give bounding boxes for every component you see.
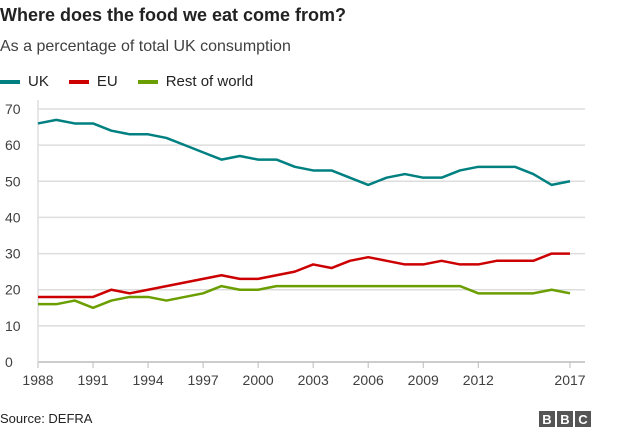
y-tick-label: 30 bbox=[5, 246, 21, 262]
x-tick-label: 2012 bbox=[463, 372, 494, 388]
y-tick-label: 10 bbox=[5, 318, 21, 334]
x-tick-label: 1988 bbox=[22, 372, 53, 388]
chart-subtitle: As a percentage of total UK consumption bbox=[0, 38, 291, 55]
legend-item-uk: UK bbox=[0, 73, 49, 90]
legend-swatch bbox=[137, 79, 158, 84]
legend-item-rest-of-world: Rest of world bbox=[137, 73, 254, 90]
chart-title: Where does the food we eat come from? bbox=[0, 5, 347, 25]
x-tick-label: 2006 bbox=[353, 372, 384, 388]
x-tick-label: 2000 bbox=[243, 372, 274, 388]
y-tick-label: 60 bbox=[5, 137, 21, 153]
legend-swatch bbox=[68, 79, 89, 84]
y-tick-label: 0 bbox=[5, 354, 13, 370]
legend-label: UK bbox=[28, 73, 49, 90]
x-tick-label: 2009 bbox=[408, 372, 439, 388]
series-line-rest-of-world bbox=[38, 284, 571, 310]
x-tick-label: 1994 bbox=[132, 372, 163, 388]
logo-letter: B bbox=[539, 411, 555, 427]
legend-item-eu: EU bbox=[68, 73, 118, 90]
legend-label: EU bbox=[96, 73, 118, 90]
y-tick-label: 70 bbox=[5, 101, 21, 117]
y-tick-label: 50 bbox=[5, 173, 21, 189]
legend-swatch bbox=[0, 79, 20, 84]
y-tick-label: 20 bbox=[5, 282, 21, 298]
x-tick-label: 2003 bbox=[298, 372, 329, 388]
source-note: Source: DEFRA bbox=[0, 411, 93, 426]
legend: UK EU Rest of world bbox=[0, 73, 253, 90]
x-tick-label: 2017 bbox=[554, 372, 585, 388]
x-tick-label: 1991 bbox=[77, 372, 108, 388]
y-tick-label: 40 bbox=[5, 209, 21, 225]
legend-label: Rest of world bbox=[165, 73, 254, 90]
logo-letter: C bbox=[575, 411, 591, 427]
logo-letter: B bbox=[557, 411, 573, 427]
series-line-eu bbox=[38, 252, 570, 299]
series-line-uk bbox=[37, 118, 571, 187]
x-tick-label: 1997 bbox=[188, 372, 219, 388]
